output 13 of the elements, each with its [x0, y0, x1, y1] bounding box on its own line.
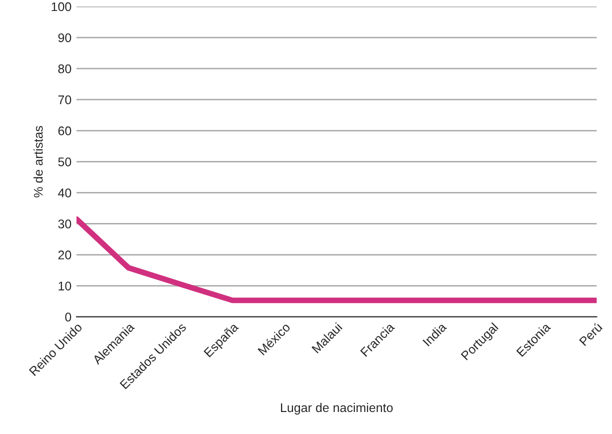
y-tick-label: 30 [58, 220, 72, 228]
y-tick-label: 80 [58, 64, 72, 74]
y-tick-label: 50 [58, 157, 72, 166]
y-axis-title: % de artistas [34, 126, 43, 198]
x-axis-title: Lugar de nacimiento [280, 402, 393, 415]
y-tick-label: 60 [58, 126, 72, 136]
y-tick-label: 70 [58, 95, 72, 104]
y-tick-label: 100 [52, 2, 72, 12]
y-tick-label: 0 [65, 312, 72, 322]
y-tick-label: 10 [58, 282, 72, 290]
y-tick-label: 40 [58, 188, 72, 198]
y-tick-label: 90 [58, 33, 72, 42]
y-tick-label: 20 [58, 250, 72, 260]
